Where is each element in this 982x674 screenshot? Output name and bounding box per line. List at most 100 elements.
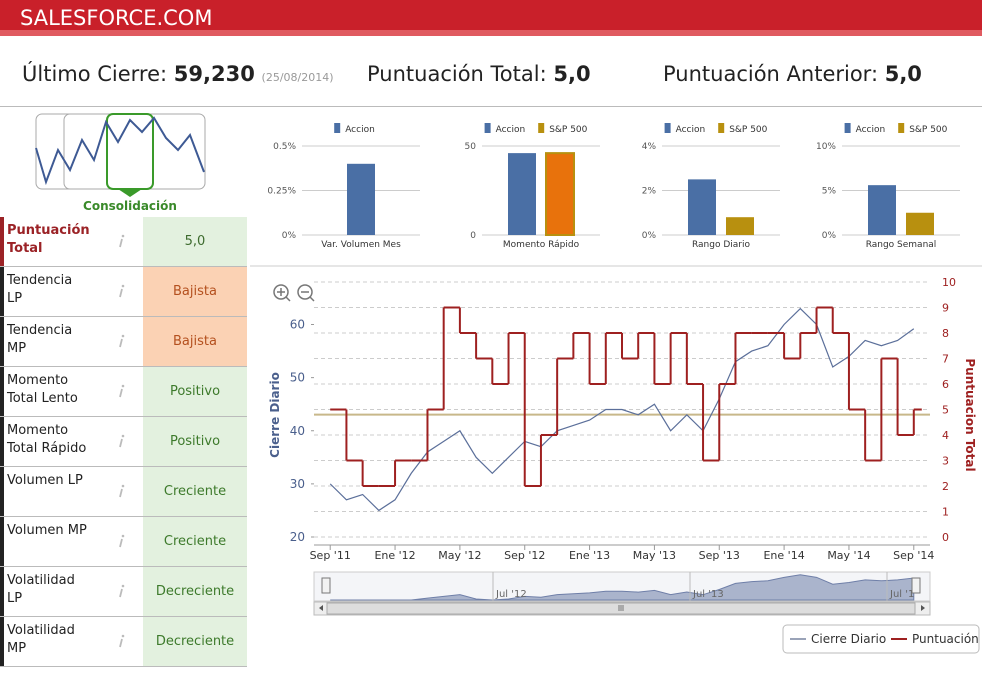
y2-tick-label: 10 [942,276,956,289]
x-tick-label: Sep '12 [504,549,545,562]
scroll-thumb[interactable] [326,602,916,615]
navigator-label: Jul '12 [495,589,527,600]
dot [121,384,125,388]
info-icon[interactable] [116,484,128,498]
row-label: Volatilidad MP [7,623,75,656]
info-icon[interactable] [116,534,128,548]
dot [121,634,125,638]
y-tick-label: 50 [290,371,305,385]
stem [119,588,123,598]
row-label: Puntuación Total [7,223,90,256]
row-label-cell: Volumen LP [0,467,143,516]
row-label: Momento Total Rápido [7,423,87,456]
navigator-bg [313,571,931,602]
category-label: Rango Diario [692,240,751,250]
stem [119,338,123,348]
grip [618,605,624,611]
category-label: Var. Volumen Mes [321,240,401,250]
row-label-cell: Tendencia LP [0,267,143,316]
y-tick-label: 5% [822,187,837,197]
legend-swatch [718,123,725,133]
legend-label: Accion [345,125,375,135]
y2-tick-label: 9 [942,302,949,315]
row-value: Decreciente [143,567,247,616]
label: Último Cierre: [22,62,168,86]
legend-label: Accion [496,125,526,135]
value: 59,230 [173,62,255,86]
row-label: Volumen LP [7,473,83,488]
indicator-row: Volatilidad MP Decreciente [0,617,247,667]
y-tick-label: 0% [282,231,297,241]
y2-tick-label: 5 [942,404,949,417]
pointer [118,189,142,197]
info-icon[interactable] [116,434,128,448]
scroll-arrows [319,605,925,611]
bar [347,163,375,235]
navigator-handle[interactable] [321,577,331,594]
row-label: Volumen MP [7,523,87,538]
row-label-cell: Momento Total Rápido [0,417,143,466]
indicator-row: Volatilidad LP Decreciente [0,567,247,617]
indicator-row: Volumen LP Creciente [0,467,247,517]
bar [726,217,754,235]
info-icon[interactable] [116,384,128,398]
info-icon[interactable] [116,584,128,598]
legend-swatch [844,123,851,133]
y-tick-label: 0.25% [267,187,296,197]
navigator-handle[interactable] [911,577,921,594]
y-tick-label: 10% [816,142,836,152]
y2-tick-label: 6 [942,378,949,391]
row-value: Positivo [143,367,247,416]
bar [508,153,536,235]
x-tick-label: Ene '12 [374,549,415,562]
zoom-controls[interactable] [273,284,315,302]
y2-axis-title: Puntuacion Total [963,358,977,471]
y-tick-label: 30 [290,477,305,491]
info-icon[interactable] [116,284,128,298]
row-label: Volatilidad LP [7,573,75,606]
label: Puntuación Total: [367,62,547,86]
dot [121,484,125,488]
summary: Último Cierre: 59,230 (25/08/2014) Puntu… [0,58,982,107]
legend-label: Accion [856,125,886,135]
scroll-track[interactable] [313,601,931,616]
info-icon[interactable] [116,234,128,248]
zoom-out[interactable] [297,284,313,300]
info-icon[interactable] [116,634,128,648]
stem [119,538,123,548]
stem [119,638,123,648]
dot [121,234,125,238]
scrollbar[interactable] [313,601,931,616]
indicator-row: Tendencia LP Bajista [0,267,247,317]
y-tick-label: 20 [290,530,305,544]
y-tick-label: 0% [822,231,837,241]
y2-tick-label: 1 [942,506,949,519]
bar [906,212,934,235]
row-value: Positivo [143,417,247,466]
x-tick-label: Ene '14 [763,549,804,562]
x-tick-label: Sep '14 [893,549,934,562]
value: 5,0 [884,62,922,86]
legend-label: Cierre Diario [811,632,886,646]
box [35,113,97,190]
y2-tick-label: 3 [942,455,949,468]
zoom-out-icon [301,291,315,302]
y-axis-title: Cierre Diario [268,372,282,458]
row-value: 5,0 [143,217,247,266]
y2-tick-label: 2 [942,480,949,493]
last-close: Último Cierre: 59,230 (25/08/2014) [22,62,334,86]
price-line [329,307,915,512]
dot [121,434,125,438]
navigator-area [330,574,915,601]
previous-score: Puntuación Anterior: 5,0 [663,62,922,86]
value: 5,0 [553,62,591,86]
zoom-in-icon [277,288,291,302]
info-icon[interactable] [116,334,128,348]
navigator-label: Jul '13 [692,589,724,600]
sparkline [35,116,205,186]
y2-tick-label: 8 [942,327,949,340]
zoom-in[interactable] [273,284,289,300]
legend-label: Accion [676,125,706,135]
row-label: Momento Total Lento [7,373,78,406]
